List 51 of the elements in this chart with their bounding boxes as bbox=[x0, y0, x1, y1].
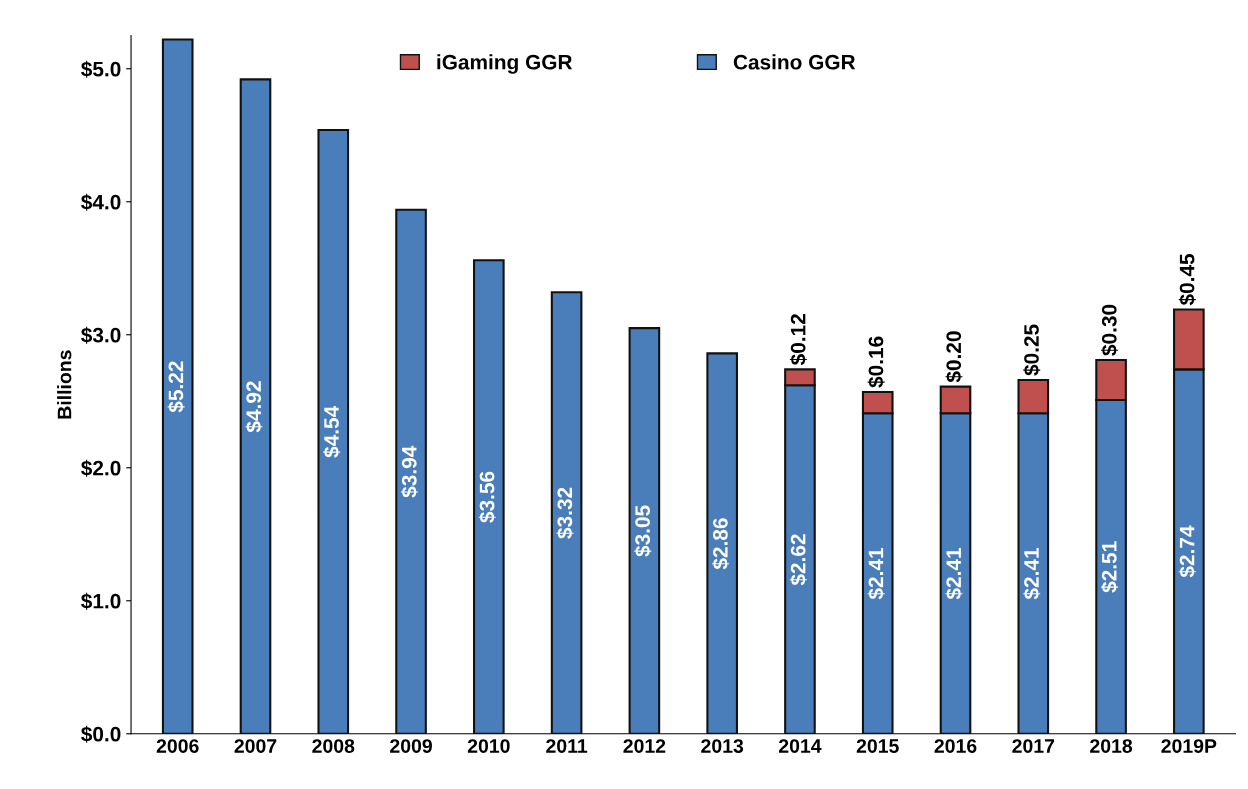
y-tick-label: $2.0 bbox=[81, 459, 121, 477]
data-label: $4.54 bbox=[323, 405, 341, 458]
x-tick-label: 2018 bbox=[1090, 739, 1133, 753]
bar bbox=[161, 38, 194, 734]
data-label: $3.32 bbox=[556, 487, 574, 539]
x-tick-label: 2014 bbox=[779, 739, 822, 753]
y-tick-label: $4.0 bbox=[81, 193, 121, 211]
data-label: $2.41 bbox=[867, 548, 885, 600]
data-label: $0.30 bbox=[1101, 304, 1119, 356]
data-label: $2.41 bbox=[945, 548, 963, 600]
data-label: $0.20 bbox=[945, 331, 963, 383]
data-label: $5.22 bbox=[167, 361, 185, 413]
x-tick-label: 2011 bbox=[546, 739, 588, 753]
x-tick-label: 2013 bbox=[701, 739, 744, 753]
data-label: $2.41 bbox=[1023, 548, 1041, 600]
bar bbox=[628, 327, 661, 734]
y-tick-label: $0.0 bbox=[81, 725, 121, 743]
bar bbox=[706, 352, 738, 734]
data-label: $2.62 bbox=[789, 534, 807, 586]
data-label: $0.25 bbox=[1023, 324, 1041, 376]
x-tick-label: 2016 bbox=[934, 739, 977, 753]
x-tick-label: 2019P bbox=[1161, 739, 1217, 753]
data-label: $2.74 bbox=[1178, 525, 1196, 578]
legend-label: iGaming GGR bbox=[437, 54, 573, 74]
data-label: $4.92 bbox=[245, 381, 263, 433]
legend-label: Casino GGR bbox=[733, 54, 856, 70]
bar bbox=[395, 208, 427, 734]
y-tick-label: $1.0 bbox=[81, 592, 121, 610]
data-label: $0.16 bbox=[867, 336, 885, 388]
data-label: $3.05 bbox=[634, 505, 652, 557]
x-tick-label: 2015 bbox=[856, 739, 899, 753]
data-label: $2.86 bbox=[712, 518, 730, 570]
x-tick-label: 2009 bbox=[390, 739, 432, 753]
y-tick-label: $5.0 bbox=[81, 60, 121, 78]
y-axis-title: Billions bbox=[57, 350, 72, 419]
x-tick-label: 2012 bbox=[623, 739, 666, 753]
bar bbox=[550, 291, 583, 734]
bar bbox=[317, 128, 350, 734]
bar bbox=[239, 78, 272, 734]
x-tick-label: 2007 bbox=[234, 739, 277, 753]
x-tick-label: 2017 bbox=[1012, 739, 1055, 753]
data-label: $3.56 bbox=[478, 471, 496, 523]
x-tick-label: 2010 bbox=[467, 739, 510, 753]
data-label: $2.51 bbox=[1101, 541, 1119, 593]
data-label: $0.12 bbox=[789, 314, 807, 366]
x-tick-label: 2008 bbox=[312, 739, 355, 753]
x-tick-label: 2006 bbox=[156, 739, 199, 753]
data-label: $0.45 bbox=[1178, 253, 1196, 306]
data-label: $3.94 bbox=[400, 445, 418, 498]
y-tick-label: $3.0 bbox=[81, 326, 121, 344]
bar bbox=[473, 259, 505, 734]
